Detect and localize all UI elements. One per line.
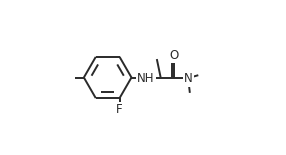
Text: O: O	[170, 49, 179, 62]
Text: N: N	[184, 73, 193, 86]
Text: NH: NH	[137, 73, 155, 86]
Text: F: F	[116, 103, 123, 116]
